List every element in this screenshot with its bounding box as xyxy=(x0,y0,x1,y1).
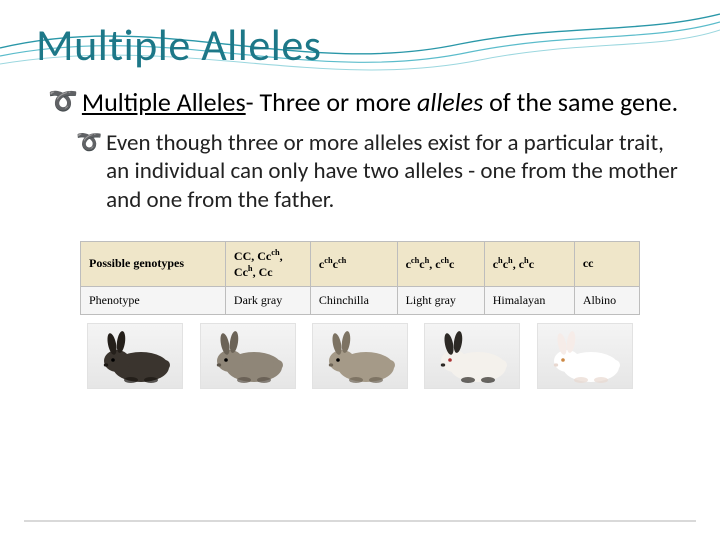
row-label-genotypes: Possible genotypes xyxy=(81,241,226,286)
bullet-glyph: ➰ xyxy=(48,86,78,117)
genotype-cell: CC, Ccch,Cch, Cc xyxy=(225,241,310,286)
slide-canvas: Multiple Alleles ➰ Multiple Alleles- Thr… xyxy=(0,0,720,540)
genotype-cell: cc xyxy=(574,241,639,286)
rabbit-chinchilla xyxy=(200,323,296,389)
body-text: ➰ Multiple Alleles- Three or more allele… xyxy=(36,86,684,215)
bullet-level1-text: Multiple Alleles- Three or more alleles … xyxy=(82,86,678,119)
phenotype-cell: Chinchilla xyxy=(310,286,397,314)
row-label-phenotype: Phenotype xyxy=(81,286,226,314)
phenotype-cell: Dark gray xyxy=(225,286,310,314)
genotype-cell: cchch, cchc xyxy=(397,241,484,286)
bullet-level2: ➰ Even though three or more alleles exis… xyxy=(76,129,684,215)
table-phenotype-row: Phenotype Dark gray Chinchilla Light gra… xyxy=(81,286,640,314)
rabbit-himalayan xyxy=(424,323,520,389)
bullet-level1: ➰ Multiple Alleles- Three or more allele… xyxy=(48,86,684,119)
genotype-cell: chch, chc xyxy=(484,241,574,286)
rabbit-albino xyxy=(537,323,633,389)
rabbit-image-row xyxy=(80,323,640,389)
rabbit-lightgray xyxy=(312,323,408,389)
bullet-level2-text: Even though three or more alleles exist … xyxy=(106,129,684,215)
footer-divider xyxy=(24,520,696,522)
slide-title: Multiple Alleles xyxy=(36,18,684,72)
genotype-figure: Possible genotypes CC, Ccch,Cch, Cc cchc… xyxy=(80,241,640,389)
phenotype-cell: Albino xyxy=(574,286,639,314)
term-underlined: Multiple Alleles xyxy=(82,86,246,118)
italic-word: alleles xyxy=(417,86,483,118)
genotype-table: Possible genotypes CC, Ccch,Cch, Cc cchc… xyxy=(80,241,640,315)
phenotype-cell: Himalayan xyxy=(484,286,574,314)
table-header-row: Possible genotypes CC, Ccch,Cch, Cc cchc… xyxy=(81,241,640,286)
text-after-italic: of the same gene. xyxy=(483,86,678,118)
dash: - xyxy=(246,86,260,118)
rabbit-darkgray xyxy=(87,323,183,389)
genotype-cell: cchcch xyxy=(310,241,397,286)
text-before-italic: Three or more xyxy=(260,86,417,118)
bullet-glyph: ➰ xyxy=(76,129,102,156)
phenotype-cell: Light gray xyxy=(397,286,484,314)
